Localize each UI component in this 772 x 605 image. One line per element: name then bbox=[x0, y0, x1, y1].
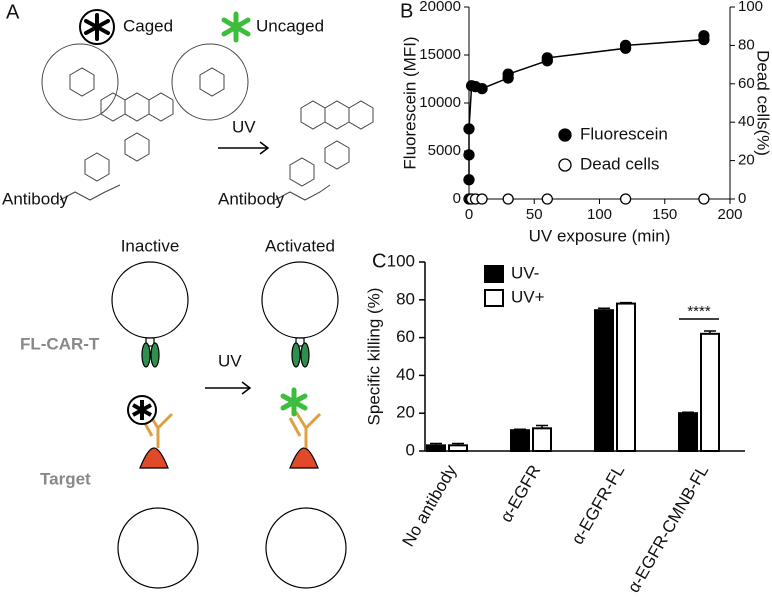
cells-activated bbox=[261, 261, 347, 589]
point bbox=[698, 30, 710, 42]
y-tick-label: 20 bbox=[396, 403, 415, 422]
point bbox=[698, 193, 710, 205]
caged-structure bbox=[41, 43, 249, 201]
y-tick-label: 15000 bbox=[419, 46, 461, 63]
bar bbox=[594, 309, 614, 452]
legend-swatch bbox=[484, 265, 504, 283]
y2-tick-label: 0 bbox=[738, 190, 746, 207]
point bbox=[463, 149, 475, 161]
x-tick-label: No antibody bbox=[399, 461, 461, 550]
y-tick-label: 20000 bbox=[419, 0, 461, 15]
y2-axis-title: Dead cells(%) bbox=[754, 50, 772, 156]
bar bbox=[678, 412, 698, 453]
state-label: Inactive bbox=[121, 236, 180, 255]
bar bbox=[700, 332, 720, 453]
legend-uncaged: Uncaged bbox=[256, 16, 324, 35]
error-bar bbox=[620, 301, 632, 304]
cell-label: FL-CAR-T bbox=[20, 334, 100, 353]
error-bar bbox=[514, 428, 526, 431]
point bbox=[476, 193, 488, 205]
y-tick-label: 40 bbox=[396, 365, 415, 384]
y-tick-label: 10000 bbox=[419, 94, 461, 111]
y-tick-label: 0 bbox=[453, 190, 461, 207]
x-tick-label: 100 bbox=[587, 206, 612, 223]
point bbox=[463, 174, 475, 186]
y-axis-title: Specific killing (%) bbox=[364, 288, 383, 426]
x-tick-label: α-EGFR-FL bbox=[568, 462, 629, 548]
point bbox=[619, 193, 632, 205]
bar bbox=[616, 302, 636, 452]
point bbox=[541, 52, 553, 64]
error-bar bbox=[452, 442, 464, 446]
panel-label: B bbox=[400, 0, 413, 22]
x-tick-label: 0 bbox=[465, 206, 473, 223]
error-bar bbox=[704, 330, 716, 334]
legend-label: UV+ bbox=[511, 287, 545, 306]
state-label: Activated bbox=[265, 236, 335, 255]
x-tick-label: α-EGFR bbox=[497, 462, 545, 526]
x-tick-label: 50 bbox=[526, 206, 543, 223]
legend-swatch bbox=[484, 289, 504, 307]
caged-icon bbox=[79, 9, 115, 45]
panel-label: A bbox=[6, 1, 20, 23]
y-tick-label: 5000 bbox=[428, 142, 461, 159]
y-tick-label: 100 bbox=[387, 251, 415, 270]
x-axis-title: UV exposure (min) bbox=[529, 226, 671, 245]
scheme-arrow-label: UV bbox=[218, 351, 242, 370]
y-tick-label: 80 bbox=[396, 289, 415, 308]
reaction-arrow-label: UV bbox=[232, 117, 256, 136]
legend-marker bbox=[558, 128, 572, 142]
bar bbox=[510, 429, 530, 452]
reaction-arrow bbox=[218, 141, 270, 155]
point bbox=[502, 193, 514, 205]
cells-inactive bbox=[111, 261, 199, 589]
y2-tick-label: 80 bbox=[738, 36, 755, 53]
panel-label: C bbox=[372, 250, 386, 272]
antibody-label: Antibody bbox=[2, 189, 69, 208]
legend-marker bbox=[558, 158, 572, 172]
point bbox=[476, 82, 488, 95]
legend-label: UV- bbox=[511, 263, 539, 282]
y2-tick-label: 20 bbox=[738, 152, 755, 169]
error-bar bbox=[598, 307, 610, 311]
y2-tick-label: 60 bbox=[738, 75, 755, 92]
bar bbox=[448, 444, 468, 452]
error-bar bbox=[682, 411, 694, 414]
error-bar bbox=[536, 424, 548, 429]
uncaged-icon bbox=[221, 11, 251, 43]
error-bar bbox=[430, 442, 442, 446]
x-tick-label: 150 bbox=[652, 206, 677, 223]
bar bbox=[426, 444, 446, 452]
point bbox=[463, 123, 475, 135]
antibody-label: Antibody bbox=[218, 189, 285, 208]
point bbox=[502, 68, 514, 80]
legend-label: Dead cells bbox=[580, 154, 659, 173]
scheme-arrow bbox=[205, 381, 252, 395]
bar bbox=[532, 427, 552, 453]
point bbox=[541, 193, 553, 205]
y2-tick-label: 40 bbox=[738, 113, 755, 130]
x-tick-label: 200 bbox=[717, 206, 742, 223]
y2-tick-label: 100 bbox=[738, 0, 763, 15]
legend-caged: Caged bbox=[123, 16, 173, 35]
y-axis-title: Fluorescein (MFI) bbox=[400, 36, 419, 169]
significance-label: **** bbox=[687, 303, 711, 320]
legend-label: Fluorescein bbox=[580, 124, 668, 143]
y-tick-label: 0 bbox=[406, 440, 415, 459]
y-tick-label: 60 bbox=[396, 327, 415, 346]
cell-label: Target bbox=[40, 469, 91, 488]
x-tick-label: α-EGFR-CMNB-FL bbox=[624, 462, 712, 596]
point bbox=[619, 39, 632, 52]
uncaged-structure bbox=[274, 100, 374, 201]
